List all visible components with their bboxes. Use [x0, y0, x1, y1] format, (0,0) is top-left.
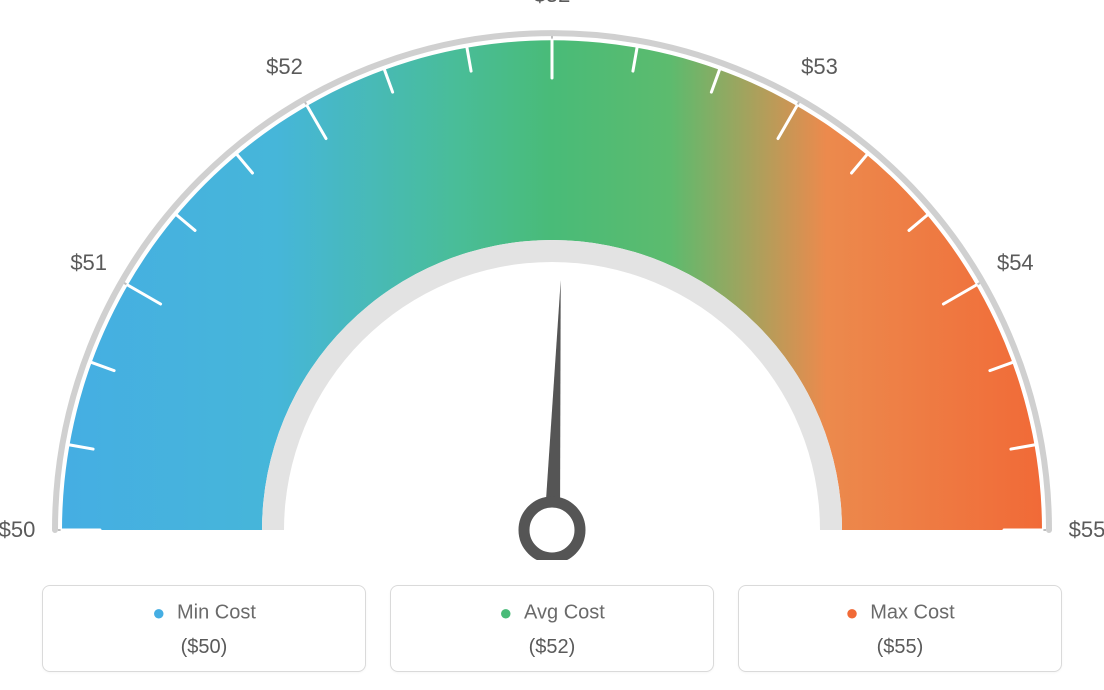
scale-label: $52 [534, 0, 571, 8]
dot-icon: ● [499, 600, 512, 625]
legend-title-avg: ● Avg Cost [391, 600, 713, 626]
legend-value-avg: ($52) [391, 636, 713, 659]
scale-label: $51 [70, 250, 107, 276]
dot-icon: ● [845, 600, 858, 625]
legend-value-max: ($55) [739, 636, 1061, 659]
legend-label: Min Cost [177, 602, 256, 624]
legend-value-min: ($50) [43, 636, 365, 659]
legend-label: Max Cost [870, 602, 954, 624]
scale-label: $53 [801, 54, 838, 80]
gauge-chart: $50 $51 $52 $52 $53 $54 $55 [0, 0, 1104, 560]
legend-label: Avg Cost [524, 602, 605, 624]
scale-label: $55 [1069, 517, 1104, 543]
legend-title-min: ● Min Cost [43, 600, 365, 626]
legend-row: ● Min Cost ($50) ● Avg Cost ($52) ● Max … [0, 585, 1104, 672]
legend-card-min: ● Min Cost ($50) [42, 585, 366, 672]
legend-title-max: ● Max Cost [739, 600, 1061, 626]
legend-card-avg: ● Avg Cost ($52) [390, 585, 714, 672]
scale-label: $52 [266, 54, 303, 80]
dot-icon: ● [152, 600, 165, 625]
scale-label: $50 [0, 517, 35, 543]
legend-card-max: ● Max Cost ($55) [738, 585, 1062, 672]
scale-label: $54 [997, 250, 1034, 276]
gauge-svg [0, 0, 1104, 560]
